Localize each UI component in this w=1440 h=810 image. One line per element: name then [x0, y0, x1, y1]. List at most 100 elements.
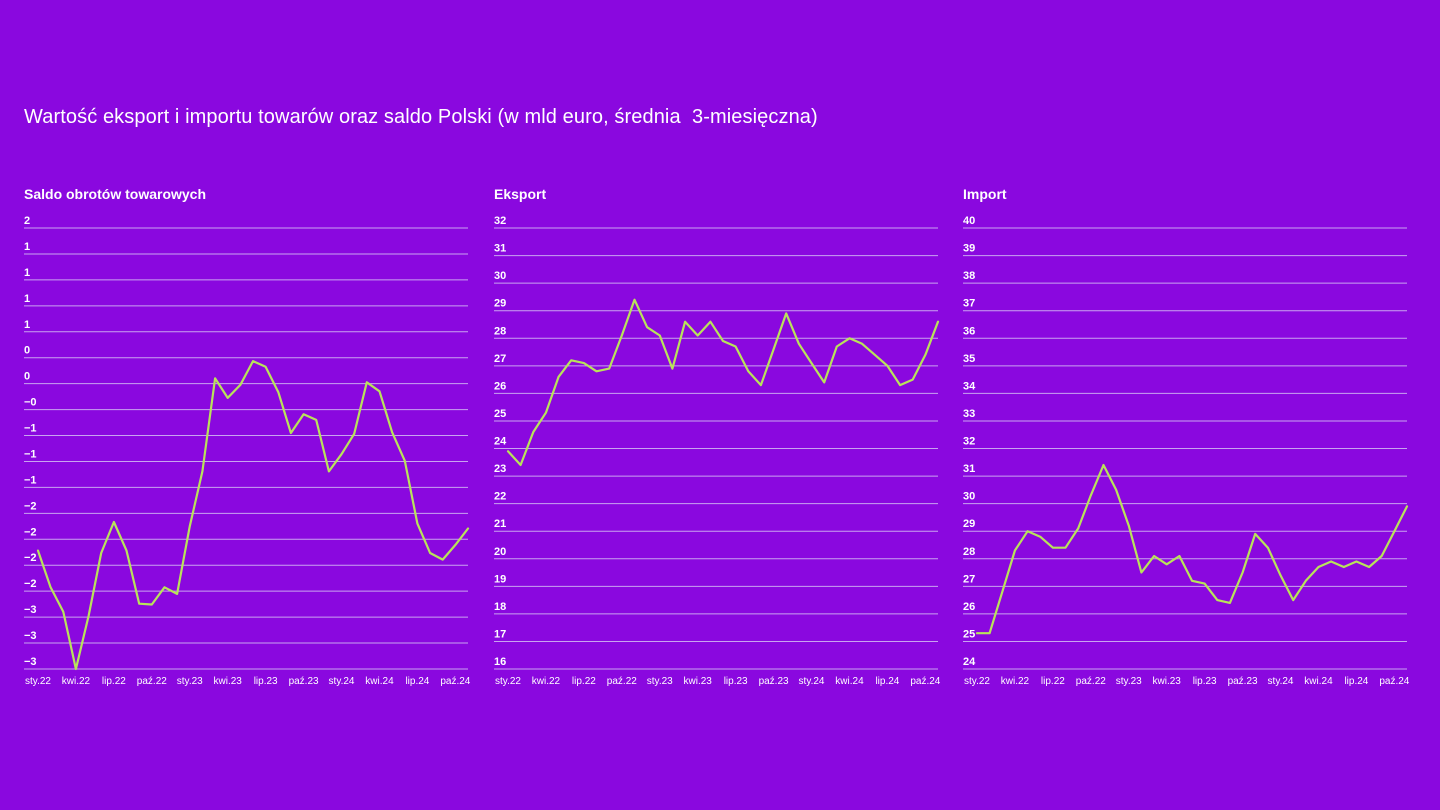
- saldo-y-tick-label: −2: [24, 578, 37, 590]
- eksport-x-tick-label: paź.24: [910, 676, 940, 687]
- import-x-tick-label: paź.22: [1076, 676, 1106, 687]
- saldo-x-tick-label: kwi.24: [365, 676, 394, 687]
- import-y-tick-label: 34: [963, 380, 976, 392]
- chart-import: 40 39 38 37 36 35 34 33 32 31 30 29 28 27 26 25 24 sty.22…: [963, 215, 1410, 687]
- panel-title-saldo: Saldo obrotów towarowych: [24, 186, 207, 202]
- import-x-tick-label: paź.23: [1228, 676, 1258, 687]
- import-x-tick-label: sty.24: [1268, 676, 1294, 687]
- saldo-x-tick-label: kwi.23: [214, 676, 243, 687]
- eksport-x-tick-label: kwi.24: [835, 676, 864, 687]
- saldo-y-tick-label: 1: [24, 267, 30, 279]
- eksport-y-tick-label: 19: [494, 573, 506, 585]
- eksport-y-tick-label: 23: [494, 463, 506, 475]
- import-y-tick-label: 25: [963, 628, 975, 640]
- eksport-x-tick-label: sty.24: [799, 676, 825, 687]
- eksport-y-tick-label: 32: [494, 215, 506, 227]
- saldo-y-tick-label: −2: [24, 526, 37, 538]
- import-y-tick-label: 27: [963, 573, 975, 585]
- import-x-tick-label: kwi.24: [1304, 676, 1333, 687]
- eksport-x-tick-label: lip.22: [572, 676, 596, 687]
- saldo-y-tick-label: −2: [24, 500, 37, 512]
- saldo-x-tick-label: paź.23: [289, 676, 319, 687]
- import-y-tick-label: 24: [963, 656, 976, 668]
- saldo-x-tick-label: lip.22: [102, 676, 126, 687]
- import-y-tick-label: 30: [963, 491, 975, 503]
- eksport-x-tick-label: lip.23: [724, 676, 748, 687]
- import-y-tick-label: 39: [963, 243, 975, 255]
- import-y-tick-label: 37: [963, 298, 975, 310]
- import-y-tick-label: 26: [963, 601, 975, 613]
- eksport-x-tick-label: lip.24: [875, 676, 899, 687]
- panel-import: Import 40 39 38 37 36 35 34 33 32 31 30 29 28 27 26 25 2…: [963, 186, 1433, 696]
- saldo-y-tick-label: 0: [24, 371, 30, 383]
- import-y-tick-label: 32: [963, 436, 975, 448]
- import-x-tick-label: lip.22: [1041, 676, 1065, 687]
- eksport-x-tick-label: kwi.23: [684, 676, 713, 687]
- eksport-y-tick-label: 24: [494, 436, 507, 448]
- saldo-x-tick-label: paź.22: [137, 676, 167, 687]
- eksport-y-tick-label: 30: [494, 270, 506, 282]
- import-x-tick-label: kwi.22: [1001, 676, 1030, 687]
- import-y-tick-label: 33: [963, 408, 975, 420]
- eksport-x-tick-label: sty.22: [495, 676, 521, 687]
- eksport-y-tick-label: 16: [494, 656, 506, 668]
- import-y-tick-label: 40: [963, 215, 975, 227]
- saldo-x-tick-label: sty.24: [329, 676, 355, 687]
- import-x-tick-label: lip.24: [1344, 676, 1368, 687]
- eksport-y-tick-label: 20: [494, 546, 506, 558]
- saldo-x-tick-label: lip.24: [405, 676, 429, 687]
- eksport-x-tick-label: paź.23: [759, 676, 789, 687]
- saldo-y-tick-label: −0: [24, 397, 37, 409]
- saldo-x-tick-label: paź.24: [440, 676, 470, 687]
- eksport-y-tick-label: 22: [494, 491, 506, 503]
- eksport-y-tick-label: 17: [494, 628, 506, 640]
- eksport-y-tick-label: 21: [494, 518, 506, 530]
- eksport-y-tick-label: 25: [494, 408, 506, 420]
- saldo-y-tick-label: −1: [24, 448, 37, 460]
- eksport-x-tick-label: sty.23: [647, 676, 673, 687]
- saldo-x-tick-label: sty.23: [177, 676, 203, 687]
- eksport-series-line: [506, 298, 940, 467]
- eksport-y-tick-label: 29: [494, 298, 506, 310]
- saldo-y-tick-label: 0: [24, 345, 30, 357]
- saldo-y-tick-label: −3: [24, 604, 37, 616]
- import-y-tick-label: 38: [963, 270, 975, 282]
- import-x-tick-label: kwi.23: [1153, 676, 1182, 687]
- import-y-tick-label: 36: [963, 325, 975, 337]
- panel-title-import: Import: [963, 186, 1007, 202]
- eksport-y-tick-label: 18: [494, 601, 506, 613]
- saldo-y-tick-label: −3: [24, 630, 37, 642]
- panel-saldo: Saldo obrotów towarowych 2 1 1 1 1 0 0 −0 −1 −1 −1…: [24, 186, 494, 696]
- saldo-y-tick-label: −3: [24, 656, 37, 668]
- eksport-x-tick-label: kwi.22: [532, 676, 561, 687]
- saldo-y-tick-label: 1: [24, 241, 30, 253]
- saldo-x-tick-label: lip.23: [254, 676, 278, 687]
- saldo-x-tick-label: kwi.22: [62, 676, 91, 687]
- import-x-tick-label: paź.24: [1379, 676, 1409, 687]
- chart-eksport: 32 31 30 29 28 27 26 25 24 23 22 21 20 19 18 17 16 sty.22…: [494, 215, 941, 687]
- eksport-y-tick-label: 26: [494, 380, 506, 392]
- import-y-tick-label: 29: [963, 518, 975, 530]
- import-x-tick-label: sty.22: [964, 676, 990, 687]
- panel-eksport: Eksport 32 31 30 29 28 27 26 25 24 23 22 21 20 19 18 17…: [494, 186, 964, 696]
- eksport-y-tick-label: 27: [494, 353, 506, 365]
- chart-title: Wartość eksport i importu towarów oraz s…: [24, 106, 818, 128]
- saldo-y-tick-label: −1: [24, 474, 37, 486]
- saldo-series-line: [36, 360, 470, 671]
- saldo-y-tick-label: 2: [24, 215, 30, 227]
- import-y-tick-label: 35: [963, 353, 975, 365]
- chart-saldo: 2 1 1 1 1 0 0 −0 −1 −1 −1 −2 −2 −2 −2 −3 −3 −3 sty.22 kwi.2…: [24, 215, 471, 687]
- saldo-y-tick-label: −1: [24, 423, 37, 435]
- import-series-line: [975, 463, 1409, 635]
- saldo-y-tick-label: 1: [24, 293, 30, 305]
- eksport-y-tick-label: 31: [494, 243, 506, 255]
- eksport-x-tick-label: paź.22: [607, 676, 637, 687]
- import-x-tick-label: sty.23: [1116, 676, 1142, 687]
- saldo-x-tick-label: sty.22: [25, 676, 51, 687]
- eksport-y-tick-label: 28: [494, 325, 506, 337]
- import-y-tick-label: 31: [963, 463, 975, 475]
- import-y-tick-label: 28: [963, 546, 975, 558]
- import-x-tick-label: lip.23: [1193, 676, 1217, 687]
- saldo-y-tick-label: −2: [24, 552, 37, 564]
- saldo-y-tick-label: 1: [24, 319, 30, 331]
